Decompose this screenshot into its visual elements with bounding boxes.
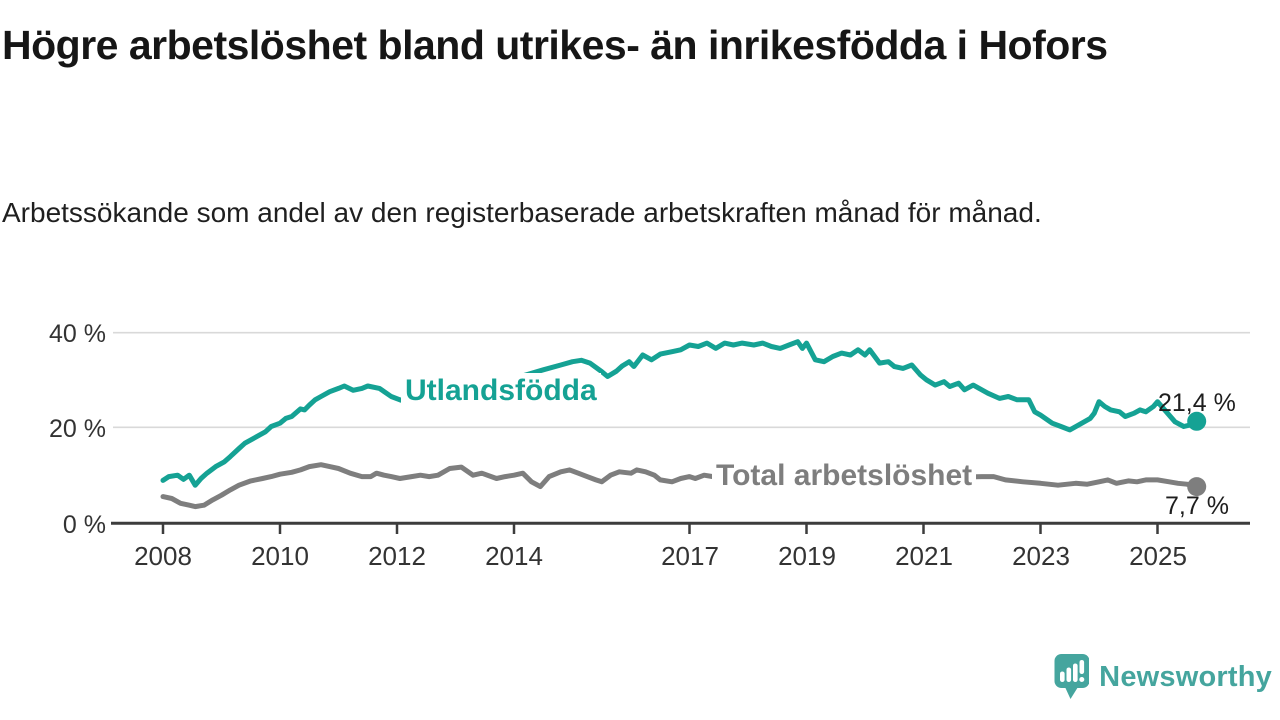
y-tick-label-20: 20 % — [49, 415, 106, 443]
series-end-dot-total — [1187, 477, 1207, 497]
y-tick-label-0: 0 % — [62, 511, 106, 539]
x-tick-label-2012: 2012 — [368, 541, 426, 571]
x-tick-label-2023: 2023 — [1012, 541, 1070, 571]
x-tick-label-2010: 2010 — [251, 541, 309, 571]
series-line-total-arbetsloshet — [160, 462, 1200, 510]
end-value-label-utlandsfodda: 21,4 % — [1158, 389, 1236, 417]
series-line-utlandsfodda — [160, 339, 1200, 488]
end-value-label-total: 7,7 % — [1165, 492, 1229, 520]
x-tick-label-2019: 2019 — [778, 541, 836, 571]
x-tick-label-2021: 2021 — [895, 541, 953, 571]
newsworthy-logo: Newsworthy — [1054, 654, 1272, 700]
newsworthy-logo-text: Newsworthy — [1099, 660, 1272, 693]
newsworthy-logo-icon — [1054, 654, 1090, 699]
x-tick-label-2008: 2008 — [134, 541, 192, 571]
series-end-dot-utlandsfodda — [1187, 411, 1207, 431]
x-tick-label-2014: 2014 — [485, 541, 543, 571]
chart-subtitle: Arbetssökande som andel av den registerb… — [2, 197, 1042, 228]
chart-title: Högre arbetslöshet bland utrikes- än inr… — [2, 22, 1108, 68]
x-axis-ticks — [161, 524, 1159, 534]
y-tick-label-40: 40 % — [49, 320, 106, 348]
x-tick-label-2025: 2025 — [1129, 541, 1187, 571]
x-tick-label-2017: 2017 — [661, 541, 719, 571]
series-label-utlandsfodda: Utlandsfödda — [401, 373, 601, 409]
series-label-total-arbetsloshet: Total arbetslöshet — [712, 458, 977, 494]
